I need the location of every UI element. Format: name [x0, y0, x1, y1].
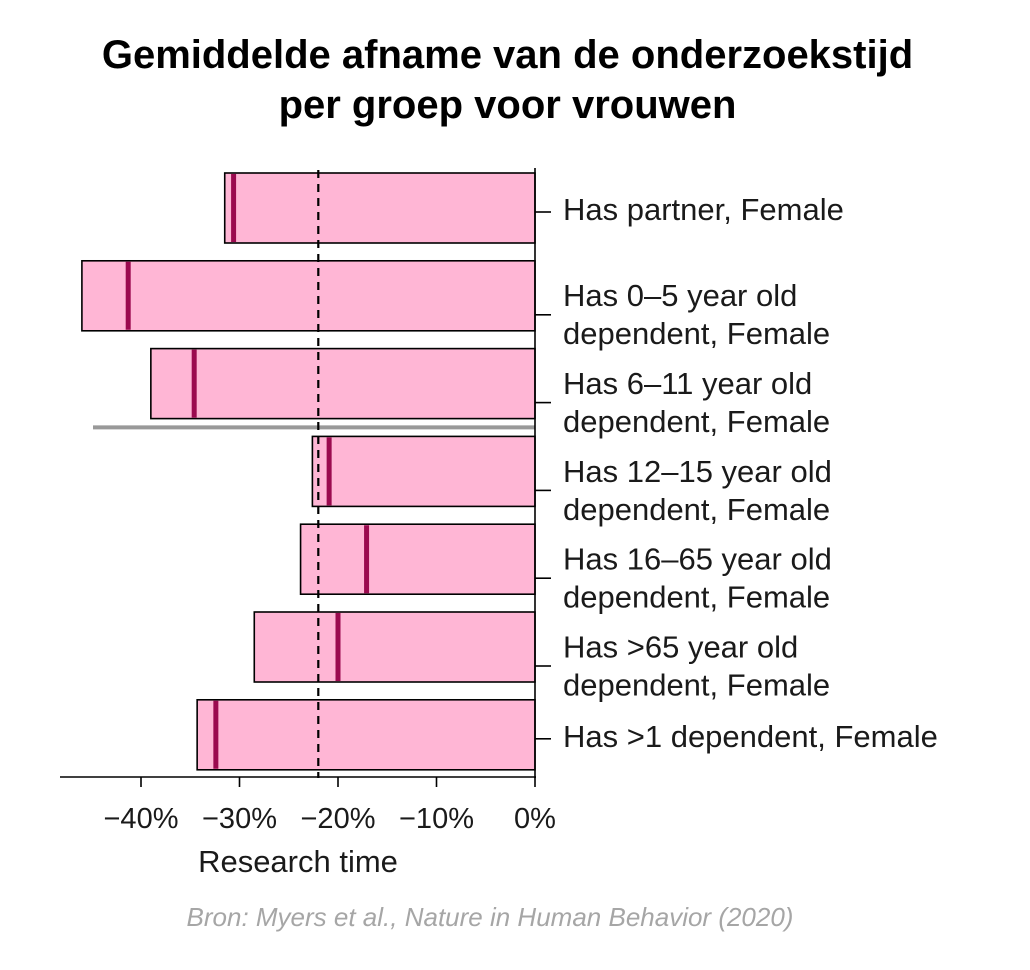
bar — [223, 172, 536, 244]
category-label: Has 6–11 year old — [563, 366, 812, 401]
source-citation: Bron: Myers et al., Nature in Human Beha… — [186, 902, 794, 932]
bar — [196, 698, 536, 771]
x-tick-label: −20% — [301, 803, 376, 835]
x-tick-label: −30% — [202, 803, 277, 835]
category-label: Has >65 year old — [563, 629, 798, 664]
category-label: dependent, Female — [563, 667, 830, 702]
bar — [81, 259, 536, 332]
category-label: dependent, Female — [563, 316, 830, 351]
category-label: Has partner, Female — [563, 192, 844, 227]
category-label: Has >1 dependent, Female — [563, 719, 938, 754]
x-tick-label: −10% — [399, 803, 474, 835]
bar — [311, 435, 536, 508]
bar — [253, 611, 536, 683]
x-tick-label: −40% — [104, 803, 179, 835]
x-tick-label: 0% — [514, 803, 556, 835]
chart-title: Gemiddelde afname van de onderzoekstijd … — [0, 30, 1015, 130]
bar — [299, 523, 536, 596]
chart-title-line2: per groep voor vrouwen — [278, 83, 737, 127]
chart-title-line1: Gemiddelde afname van de onderzoekstijd — [101, 33, 914, 77]
category-label: Has 16–65 year old — [563, 542, 832, 577]
category-label: Has 12–15 year old — [563, 454, 832, 489]
category-label: dependent, Female — [563, 404, 830, 439]
x-axis-title: Research time — [198, 844, 398, 879]
category-label: dependent, Female — [563, 492, 830, 527]
bar — [150, 347, 536, 420]
category-label: dependent, Female — [563, 580, 830, 615]
category-label: Has 0–5 year old — [563, 278, 797, 313]
